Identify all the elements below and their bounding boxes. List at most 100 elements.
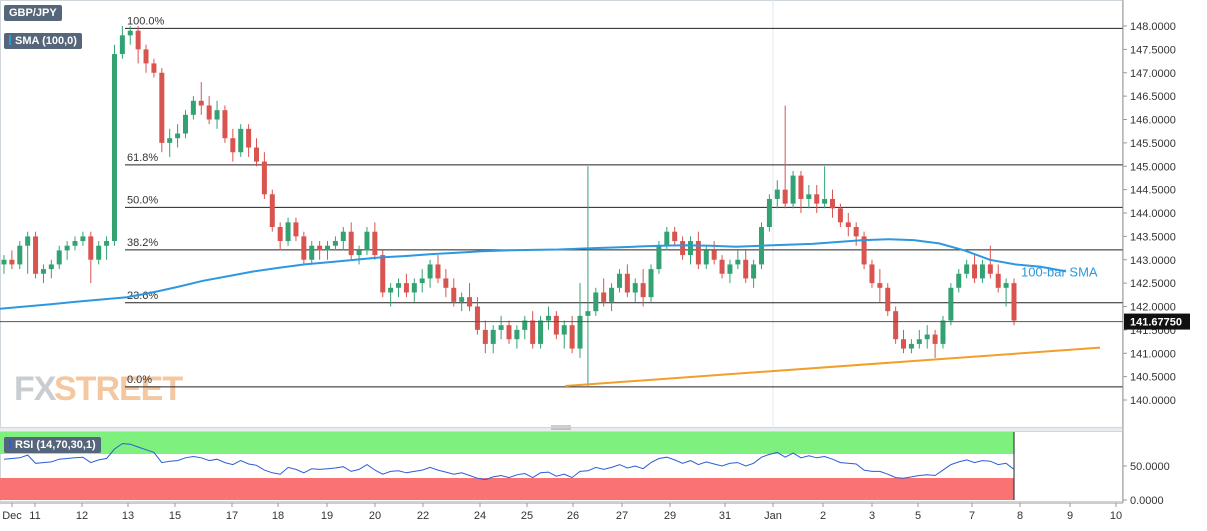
candle-body [80,236,86,242]
price-tick-label: 147.5000 [1130,44,1176,56]
candle-body [924,334,930,340]
price-tick-label: 146.5000 [1130,91,1176,103]
fib-label: 61.8% [127,152,158,164]
time-tick-label: 19 [321,510,333,522]
candle-body [798,175,804,199]
candle-body [790,175,796,204]
candle-body [222,110,228,139]
candle-body [111,54,117,242]
indicator-legend-text: SMA (100,0) [15,35,77,47]
candle-body [987,264,993,274]
candle-body [853,227,859,237]
candle-body [806,194,812,199]
candle-body [396,283,402,288]
rsi-legend[interactable]: RSI (14,70,30,1) [4,437,101,453]
time-tick-label: 26 [567,510,579,522]
time-tick-label: 24 [474,510,486,522]
candle-body [96,245,102,260]
rsi-legend-text: RSI (14,70,30,1) [15,439,96,451]
candle-body [33,236,39,274]
candle-body [1,259,7,265]
candle-body [427,264,433,279]
candle-body [1011,283,1017,321]
fib-label: 50.0% [127,194,158,206]
candle-body [553,315,559,335]
candle-body [64,245,70,251]
candle-body [845,222,851,228]
price-tick-label: 142.5000 [1130,278,1176,290]
time-tick-label: 18 [272,510,284,522]
candle-body [135,30,141,50]
candle-body [25,236,31,246]
sma-line [0,238,1067,310]
candle-body [609,287,615,302]
time-tick-label: 11 [29,510,40,522]
last-price-tag-bg [1124,313,1190,330]
candle-body [261,161,267,195]
price-tick-label: 147.0000 [1130,68,1176,80]
time-tick-label: 20 [369,510,381,522]
candle-body [325,245,331,251]
time-tick-label: 3 [869,510,875,522]
candle-body [356,250,362,256]
time-tick-label: 9 [1067,510,1073,522]
candle-body [119,35,125,55]
candle-body [703,250,709,265]
price-panel-bg [0,0,1123,428]
candle-body [451,287,457,302]
time-tick-label: 25 [521,510,533,522]
candle-body [814,194,820,204]
candle-body [482,329,488,344]
candle-body [198,100,204,106]
candle-body [340,231,346,242]
candle-body [364,231,370,251]
time-tick-label: 12 [76,510,88,522]
candle-body [1003,283,1009,288]
price-tick-label: 145.0000 [1130,161,1176,173]
candle-body [624,273,630,293]
indicator-legend-sma[interactable]: SMA (100,0) [4,33,82,49]
candle-body [380,255,386,293]
candle-body [695,241,701,265]
candle-body [348,231,354,256]
price-tick-label: 144.5000 [1130,185,1176,197]
candle-body [901,339,907,349]
candle-body [656,245,662,270]
candle-body [680,241,686,256]
candle-body [419,278,425,284]
candle-body [727,264,733,274]
candle-body [246,128,252,148]
candle-body [467,297,473,307]
candle-body [490,329,496,344]
candle-body [995,273,1001,288]
candle-body [719,259,725,274]
candle-body [9,259,15,265]
brand-watermark-street: STREET [54,370,183,408]
candle-body [908,343,914,349]
candle-body [979,264,985,279]
candle-body [948,287,954,321]
time-tick-label: 8 [1017,510,1023,522]
time-tick-label: 17 [226,510,238,522]
candle-body [277,227,283,242]
candle-body [127,30,133,36]
candle-body [782,189,788,204]
candle-body [766,198,772,228]
candle-body [474,306,480,330]
candle-body [167,138,173,143]
candle-body [956,273,962,288]
sma-annotation: 100-bar SMA [1021,264,1098,279]
candle-body [735,259,741,265]
candle-body [459,297,465,302]
candle-body [40,269,46,274]
candle-body [916,339,922,344]
candle-body [822,198,828,204]
time-tick-label: Dec [2,510,22,522]
rsi-swatch [9,439,11,449]
time-tick-label: 15 [169,510,181,522]
candle-body [837,208,843,223]
candle-body [309,245,315,260]
time-tick-label: Jan [764,510,782,522]
time-tick-label: 7 [969,510,975,522]
